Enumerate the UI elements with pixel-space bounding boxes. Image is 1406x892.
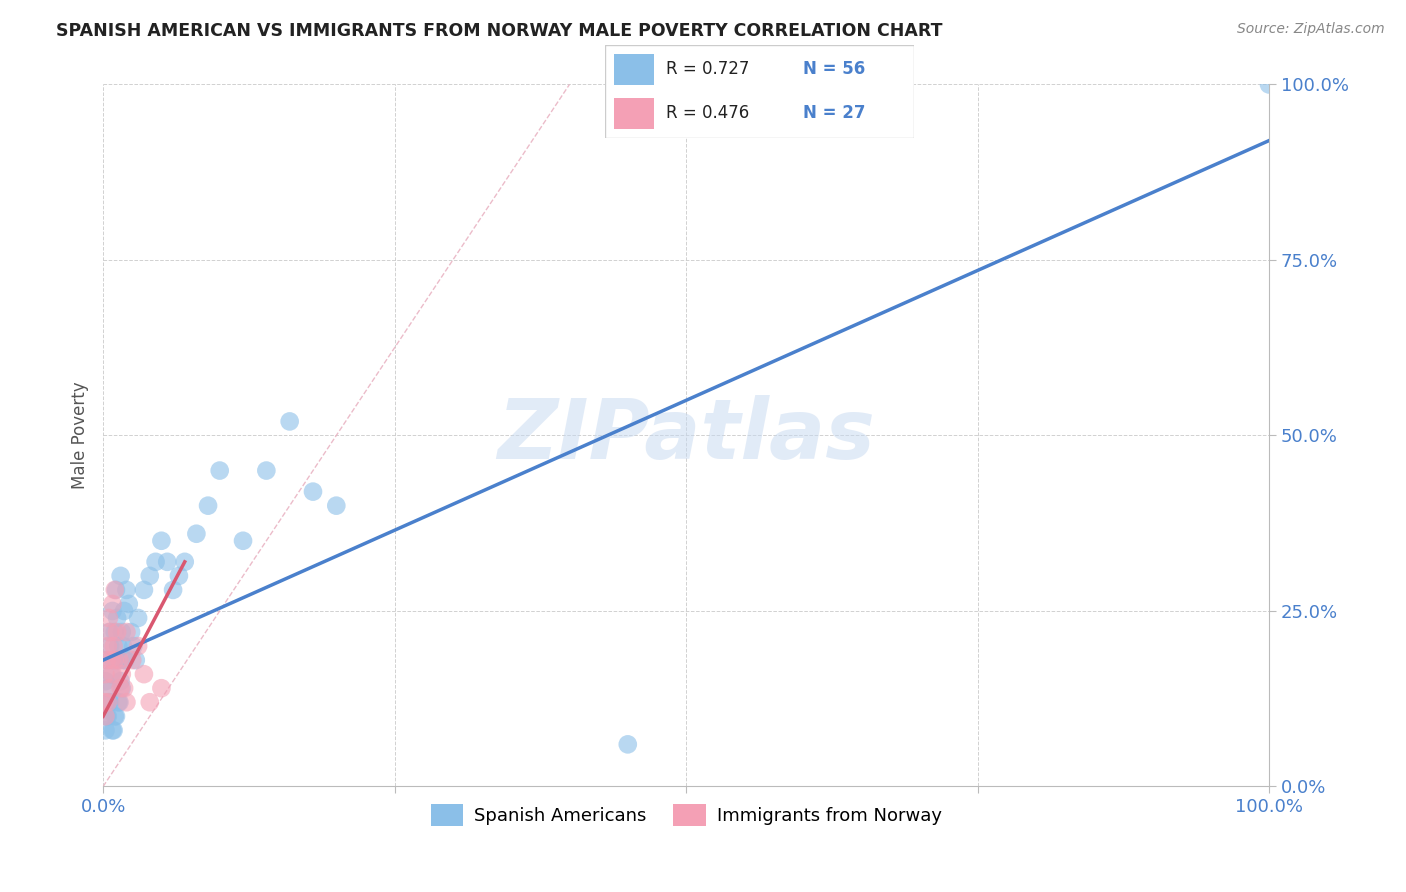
Point	[98, 695, 121, 709]
Point	[110, 681, 132, 696]
Point	[94, 723, 117, 738]
Point	[101, 604, 124, 618]
Point	[96, 653, 118, 667]
Point	[111, 681, 134, 696]
Point	[121, 653, 143, 667]
Point	[100, 653, 122, 667]
Point	[100, 667, 122, 681]
Point	[108, 653, 131, 667]
Point	[110, 674, 132, 689]
Point	[112, 653, 135, 667]
Point	[98, 681, 121, 696]
Point	[97, 695, 120, 709]
Point	[103, 723, 125, 738]
Point	[139, 569, 162, 583]
Point	[96, 709, 118, 723]
Point	[107, 695, 129, 709]
Point	[125, 653, 148, 667]
Point	[105, 611, 128, 625]
Point	[111, 639, 134, 653]
Text: R = 0.476: R = 0.476	[666, 104, 749, 122]
Point	[96, 653, 118, 667]
Point	[115, 625, 138, 640]
Point	[105, 625, 128, 640]
Point	[101, 723, 124, 738]
Text: SPANISH AMERICAN VS IMMIGRANTS FROM NORWAY MALE POVERTY CORRELATION CHART: SPANISH AMERICAN VS IMMIGRANTS FROM NORW…	[56, 22, 943, 40]
Point	[97, 695, 120, 709]
FancyBboxPatch shape	[605, 45, 914, 138]
Point	[127, 639, 149, 653]
Point	[150, 681, 173, 696]
Point	[114, 653, 136, 667]
Point	[103, 639, 125, 653]
Point	[104, 625, 127, 640]
Point	[167, 569, 190, 583]
Text: Source: ZipAtlas.com: Source: ZipAtlas.com	[1237, 22, 1385, 37]
Point	[115, 582, 138, 597]
Point	[97, 611, 120, 625]
Point	[112, 681, 135, 696]
Point	[150, 533, 173, 548]
Point	[112, 604, 135, 618]
Point	[111, 625, 134, 640]
Point	[162, 582, 184, 597]
Point	[302, 484, 325, 499]
Point	[127, 611, 149, 625]
Point	[115, 695, 138, 709]
Point	[278, 414, 301, 428]
Point	[197, 499, 219, 513]
Point	[110, 569, 132, 583]
Point	[97, 625, 120, 640]
Point	[101, 597, 124, 611]
Point	[156, 555, 179, 569]
Point	[97, 709, 120, 723]
Point	[94, 709, 117, 723]
Point	[104, 582, 127, 597]
Point	[98, 625, 121, 640]
Point	[94, 674, 117, 689]
Point	[118, 597, 141, 611]
Y-axis label: Male Poverty: Male Poverty	[72, 382, 89, 490]
Point	[97, 639, 120, 653]
Point	[98, 639, 121, 653]
Point	[97, 681, 120, 696]
Point	[120, 625, 142, 640]
Point	[107, 639, 129, 653]
Point	[122, 639, 145, 653]
Point	[94, 667, 117, 681]
Point	[616, 737, 638, 751]
Point	[108, 653, 131, 667]
Text: N = 27: N = 27	[803, 104, 865, 122]
Point	[254, 464, 277, 478]
Point	[104, 709, 127, 723]
Point	[104, 582, 127, 597]
Point	[232, 533, 254, 548]
Point	[1258, 78, 1281, 92]
Text: R = 0.727: R = 0.727	[666, 60, 749, 78]
Point	[208, 464, 231, 478]
Text: ZIPatlas: ZIPatlas	[498, 395, 875, 476]
Point	[101, 667, 124, 681]
Point	[186, 526, 208, 541]
Point	[145, 555, 167, 569]
Point	[108, 695, 131, 709]
Point	[103, 653, 125, 667]
Point	[93, 695, 115, 709]
Point	[325, 499, 347, 513]
Point	[104, 709, 127, 723]
Point	[111, 667, 134, 681]
FancyBboxPatch shape	[614, 98, 654, 129]
FancyBboxPatch shape	[614, 54, 654, 85]
Point	[132, 667, 155, 681]
Point	[132, 582, 155, 597]
Point	[104, 653, 127, 667]
Point	[173, 555, 195, 569]
Legend: Spanish Americans, Immigrants from Norway: Spanish Americans, Immigrants from Norwa…	[423, 797, 949, 834]
Point	[139, 695, 162, 709]
Text: N = 56: N = 56	[803, 60, 865, 78]
